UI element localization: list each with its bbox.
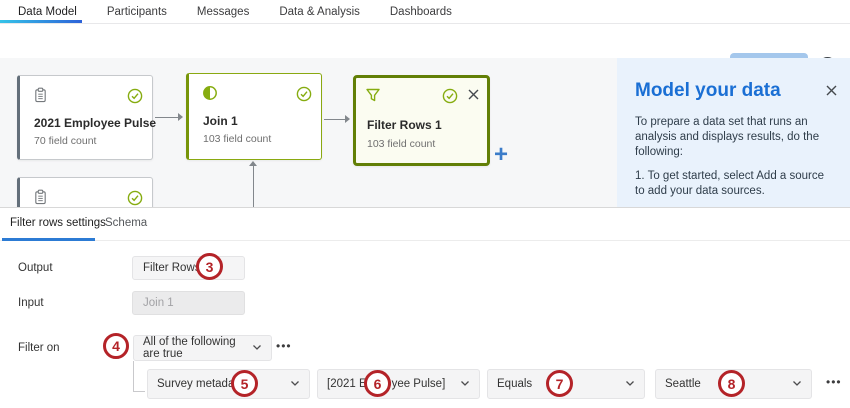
condition-field-type-value: Survey metadata bbox=[157, 378, 244, 390]
condition-more-menu[interactable]: ••• bbox=[826, 375, 842, 389]
edge-line bbox=[324, 119, 345, 120]
edge-arrowhead bbox=[345, 115, 350, 123]
annotation-circle-3: 3 bbox=[196, 253, 223, 280]
filter-on-label: Filter on bbox=[18, 342, 60, 354]
top-nav: Data Model Participants Messages Data & … bbox=[0, 0, 850, 24]
node-title: 2021 Employee Pulse bbox=[34, 116, 157, 130]
condition-field-type-dropdown[interactable]: Survey metadata bbox=[147, 369, 310, 399]
node-title: Join 1 bbox=[203, 114, 238, 128]
settings-panel: Filter rows settings Schema Output Filte… bbox=[0, 207, 850, 408]
chevron-down-icon bbox=[460, 378, 470, 390]
chevron-down-icon bbox=[252, 342, 262, 354]
tab-participants[interactable]: Participants bbox=[106, 5, 167, 18]
tab-filter-rows-settings[interactable]: Filter rows settings bbox=[10, 217, 106, 229]
add-node-button[interactable]: + bbox=[494, 141, 509, 168]
tab-messages[interactable]: Messages bbox=[196, 5, 250, 18]
condition-operator-value: Equals bbox=[497, 378, 533, 390]
output-label: Output bbox=[18, 262, 53, 274]
chevron-down-icon bbox=[290, 378, 300, 390]
flow-canvas: 2021 Employee Pulse 70 field count Join … bbox=[0, 58, 850, 207]
check-circle-icon bbox=[127, 190, 143, 207]
check-circle-icon bbox=[442, 88, 458, 109]
filter-logic-value: All of the following are true bbox=[143, 336, 236, 360]
toolbar: Run preview Publish ? bbox=[0, 24, 850, 81]
condition-connector bbox=[133, 361, 134, 392]
node-join-1[interactable]: Join 1 103 field count bbox=[186, 73, 322, 160]
close-icon[interactable] bbox=[825, 84, 838, 102]
edge-arrowhead bbox=[178, 113, 183, 121]
tab-data-model[interactable]: Data Model bbox=[18, 5, 77, 18]
annotation-circle-5: 5 bbox=[231, 370, 258, 397]
filter-logic-more-menu[interactable]: ••• bbox=[276, 339, 292, 353]
survey-icon bbox=[33, 189, 48, 207]
help-panel: Model your data To prepare a data set th… bbox=[617, 58, 850, 207]
output-field[interactable]: Filter Rows 1 bbox=[132, 256, 245, 280]
close-icon[interactable] bbox=[467, 88, 480, 106]
input-field: Join 1 bbox=[132, 291, 245, 315]
help-panel-title: Model your data bbox=[635, 80, 781, 101]
chevron-down-icon bbox=[625, 378, 635, 390]
filter-logic-dropdown[interactable]: All of the following are true bbox=[133, 335, 272, 361]
edge-arrowhead bbox=[249, 161, 257, 166]
join-icon bbox=[202, 85, 218, 106]
check-circle-icon bbox=[296, 86, 312, 107]
node-field-count: 103 field count bbox=[367, 138, 436, 150]
annotation-circle-4: 4 bbox=[103, 333, 129, 359]
annotation-circle-8: 8 bbox=[718, 370, 745, 397]
filter-icon bbox=[365, 87, 381, 109]
chevron-down-icon bbox=[792, 378, 802, 390]
node-field-count: 103 field count bbox=[203, 133, 272, 145]
condition-value: Seattle bbox=[665, 378, 701, 390]
tab-schema[interactable]: Schema bbox=[105, 217, 148, 229]
condition-connector bbox=[133, 391, 145, 392]
node-filter-rows-1[interactable]: Filter Rows 1 103 field count bbox=[353, 75, 490, 166]
node-2021-employee-pulse[interactable]: 2021 Employee Pulse 70 field count bbox=[17, 75, 157, 160]
tab-data-analysis[interactable]: Data & Analysis bbox=[279, 5, 360, 18]
check-circle-icon bbox=[127, 88, 143, 109]
tab-dashboards[interactable]: Dashboards bbox=[389, 5, 452, 18]
edge-line bbox=[253, 166, 254, 207]
edge-line bbox=[155, 117, 178, 118]
active-tab-underline bbox=[0, 20, 82, 23]
condition-field-dropdown[interactable]: [2021 Employee Pulse] bbox=[317, 369, 480, 399]
help-paragraph: To prepare a data set that runs an analy… bbox=[635, 116, 820, 158]
node-partial[interactable] bbox=[17, 177, 153, 207]
node-title: Filter Rows 1 bbox=[367, 118, 442, 132]
active-tab-underline bbox=[2, 238, 95, 241]
settings-tab-bar: Filter rows settings Schema bbox=[0, 208, 850, 241]
annotation-circle-6: 6 bbox=[364, 370, 391, 397]
node-field-count: 70 field count bbox=[34, 135, 97, 147]
annotation-circle-7: 7 bbox=[546, 370, 573, 397]
survey-icon bbox=[33, 87, 48, 108]
help-paragraph: 1. To get started, select Add a source t… bbox=[635, 170, 825, 197]
input-label: Input bbox=[18, 297, 44, 309]
